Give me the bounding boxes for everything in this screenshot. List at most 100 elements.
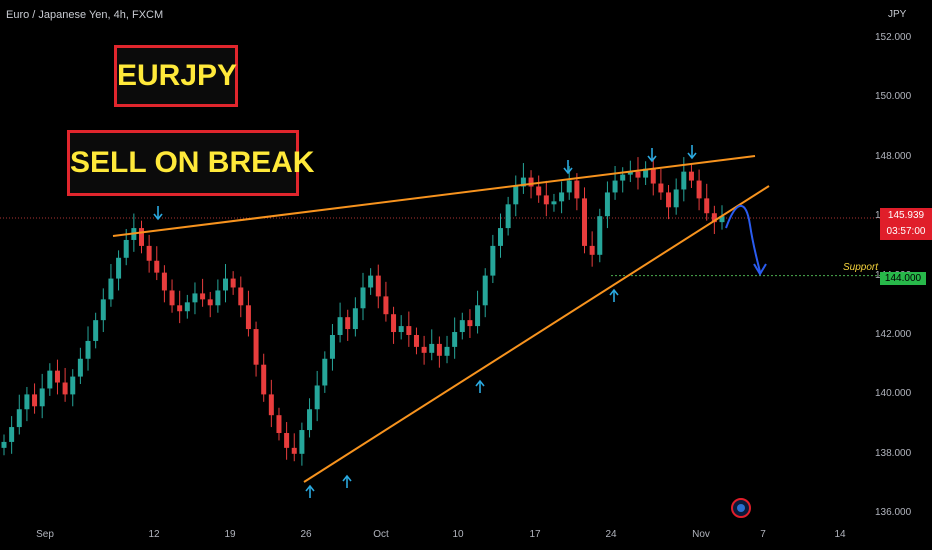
candle-body: [268, 394, 274, 416]
candle-body: [54, 370, 60, 383]
candle-body: [345, 317, 351, 330]
candle-body: [329, 335, 335, 359]
currency-unit: JPY: [888, 9, 907, 20]
candle-body: [467, 320, 473, 327]
candle-body: [582, 198, 588, 246]
candle-body: [261, 364, 267, 395]
candle-body: [62, 382, 68, 395]
candle-body: [1, 441, 7, 448]
candle-body: [383, 296, 389, 315]
candle-body: [475, 305, 481, 327]
candle-body: [253, 329, 259, 365]
candle-body: [77, 358, 83, 377]
candle-body: [429, 343, 435, 353]
y-tick-label: 140.000: [875, 388, 912, 400]
down-arrow-head: [647, 155, 657, 163]
forecast-path: [725, 204, 761, 273]
candle-body: [513, 186, 519, 205]
x-tick-label: Nov: [692, 529, 710, 540]
candle-body: [459, 320, 465, 333]
candle-body: [47, 370, 53, 389]
candle-body: [238, 287, 244, 306]
candle-body: [24, 394, 30, 410]
candle-body: [711, 213, 717, 223]
candle-body: [436, 343, 442, 356]
candle-body: [444, 346, 450, 356]
candle-body: [704, 198, 710, 214]
candle-body: [536, 186, 542, 196]
candle-body: [604, 192, 610, 217]
candle-body: [681, 171, 687, 190]
down-arrow-head: [563, 167, 573, 175]
candle-body: [161, 272, 167, 291]
candle-body: [421, 346, 427, 353]
candle-body: [70, 376, 76, 395]
candle-body: [154, 260, 160, 273]
candle-body: [635, 171, 641, 178]
candle-body: [16, 409, 22, 428]
up-arrow-head: [609, 288, 619, 296]
signal-annotation-box: SELL ON BREAK: [67, 130, 314, 196]
x-tick-label: 19: [224, 529, 236, 540]
chart-title: Euro / Japanese Yen, 4h, FXCM: [6, 9, 164, 21]
candle-body: [406, 326, 412, 335]
candle-body: [559, 192, 565, 202]
candle-body: [116, 257, 122, 279]
candle-body: [314, 385, 320, 410]
current-price-tag: 145.939 03:57:00: [880, 208, 932, 240]
up-arrow-head: [305, 484, 315, 492]
candle-body: [322, 358, 328, 386]
x-tick-label: Oct: [373, 529, 389, 540]
candle-body: [284, 433, 290, 448]
candle-body: [223, 278, 229, 291]
candle-body: [413, 335, 419, 347]
candle-body: [696, 180, 702, 199]
x-tick-label: Sep: [36, 529, 54, 540]
candle-body: [215, 290, 221, 306]
candle-body: [32, 394, 38, 407]
up-arrow-head: [342, 474, 352, 482]
candle-body: [643, 168, 649, 178]
candle-body: [589, 245, 595, 255]
candle-body: [566, 180, 572, 193]
candle-body: [528, 177, 534, 187]
candle-body: [627, 171, 633, 175]
candle-body: [352, 308, 358, 330]
y-tick-label: 142.000: [875, 329, 912, 340]
candle-body: [138, 228, 144, 246]
candle-body: [719, 216, 725, 223]
y-tick-label: 136.000: [875, 507, 912, 519]
candle-body: [360, 287, 366, 309]
candle-body: [192, 293, 198, 303]
y-tick-label: 138.000: [875, 447, 912, 459]
candle-body: [597, 216, 603, 255]
candle-body: [245, 305, 251, 330]
candle-body: [520, 177, 526, 187]
resistance-trendline: [112, 155, 756, 237]
up-arrow-head: [475, 379, 485, 387]
candle-body: [93, 320, 99, 341]
forecast-arrowhead: [753, 263, 767, 276]
candle-body: [452, 332, 458, 347]
candle-body: [398, 326, 404, 333]
candle-body: [146, 245, 152, 261]
candle-body: [543, 195, 549, 205]
candle-body: [85, 340, 91, 359]
candle-body: [650, 168, 656, 184]
candle-body: [291, 447, 297, 454]
x-tick-label: 10: [452, 529, 464, 540]
candle-body: [207, 299, 213, 306]
x-tick-label: 26: [300, 529, 312, 540]
candle-body: [688, 171, 694, 181]
candle-body: [551, 201, 557, 205]
down-arrow-head: [153, 213, 163, 221]
support-price-tag: 144.000: [880, 272, 926, 285]
support-label: Support: [843, 262, 879, 273]
x-tick-label: 17: [529, 529, 541, 540]
candle-body: [276, 415, 282, 434]
y-tick-label: 152.000: [875, 32, 912, 43]
candle-body: [375, 275, 381, 297]
candle-body: [230, 278, 236, 288]
x-tick-label: 24: [605, 529, 617, 540]
